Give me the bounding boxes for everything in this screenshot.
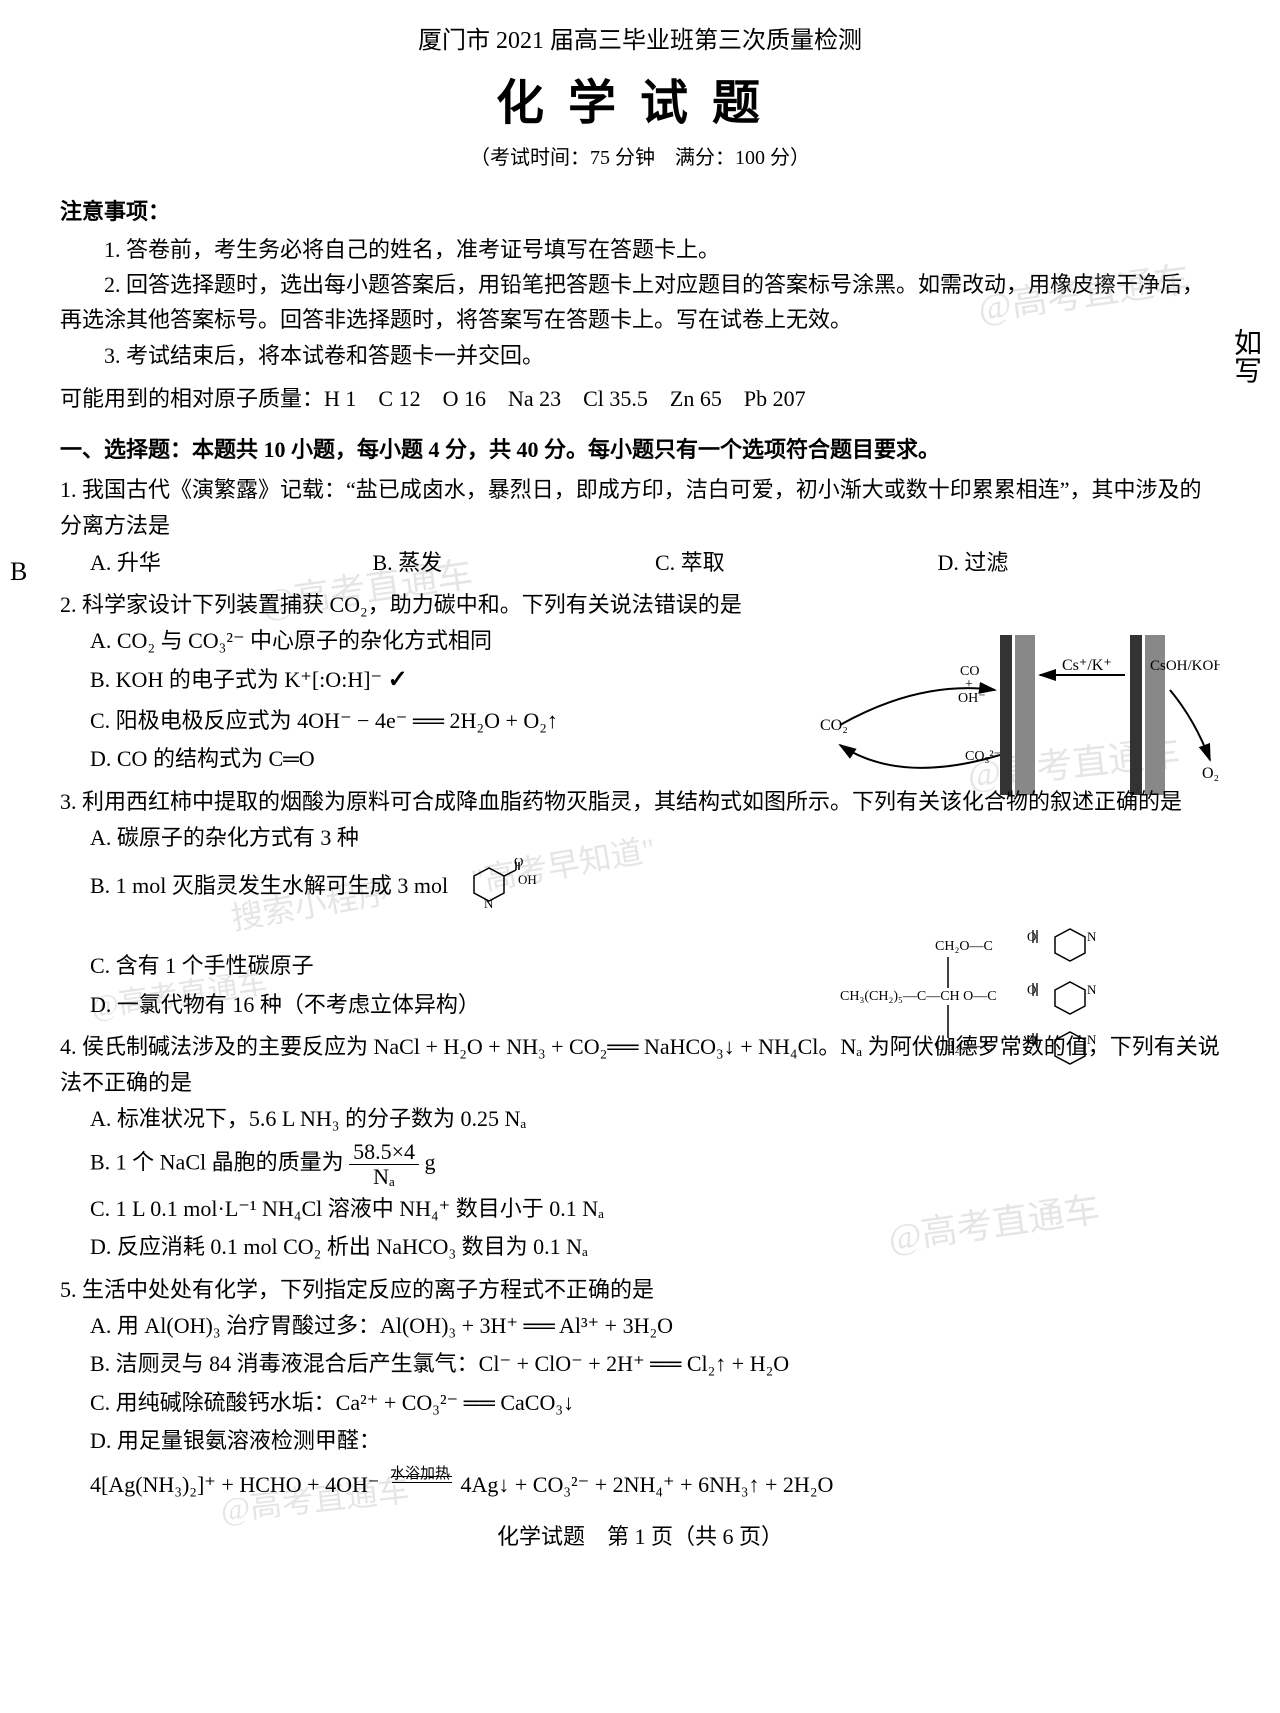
- page-title: 化学试题: [60, 63, 1220, 133]
- side-annotation: 如写: [1228, 328, 1262, 384]
- option-c: C. 含有 1 个手性碳原子: [90, 948, 820, 984]
- option-d: D. 一氯代物有 16 种（不考虑立体异构）: [90, 987, 820, 1023]
- instruction-item: 2. 回答选择题时，选出每小题答案后，用铅笔把答题卡上对应题目的答案标号涂黑。如…: [60, 267, 1220, 337]
- svg-text:+: +: [965, 677, 973, 692]
- question-5: 5. 生活中处处有化学，下列指定反应的离子方程式不正确的是 A. 用 Al(OH…: [60, 1272, 1220, 1504]
- svg-text:OH: OH: [518, 872, 537, 887]
- option-d: D. 过滤: [938, 545, 1221, 581]
- option-a: A. CO₂ 与 CO₃²⁻ 中心原子的杂化方式相同: [90, 623, 780, 659]
- option-a: A. 标准状况下，5.6 L NH₃ 的分子数为 0.25 Nₐ: [90, 1101, 1220, 1137]
- svg-text:CH₃(CH₂)₅—C—CH O—C: CH₃(CH₂)₅—C—CH O—C: [840, 989, 997, 1004]
- svg-text:N: N: [1087, 982, 1097, 997]
- instruction-item: 3. 考试结束后，将本试卷和答题卡一并交回。: [60, 338, 1220, 373]
- page-footer: 化学试题 第 1 页（共 6 页）: [60, 1519, 1220, 1551]
- diagram-label-o2: O₂: [1202, 765, 1219, 782]
- option-d: D. 反应消耗 0.1 mol CO₂ 析出 NaHCO₃ 数目为 0.1 Nₐ: [90, 1229, 1220, 1265]
- diagram-label-csk: Cs⁺/K⁺: [1062, 657, 1112, 674]
- question-4: 4. 侯氏制碱法涉及的主要反应为 NaCl + H₂O + NH₃ + CO₂═…: [60, 1029, 1220, 1266]
- option-a: A. 碳原子的杂化方式有 3 种: [90, 820, 820, 856]
- svg-text:O: O: [1027, 982, 1036, 997]
- exam-header: 厦门市 2021 届高三毕业班第三次质量检测: [60, 20, 1220, 55]
- instruction-item: 1. 答卷前，考生务必将自己的姓名，准考证号填写在答题卡上。: [60, 232, 1220, 267]
- option-a: A. 升华: [90, 545, 373, 581]
- margin-annotation: B: [10, 557, 27, 587]
- exam-subtitle: （考试时间：75 分钟 满分：100 分）: [60, 141, 1220, 170]
- question-text: 5. 生活中处处有化学，下列指定反应的离子方程式不正确的是: [60, 1277, 654, 1302]
- option-c: C. 1 L 0.1 mol·L⁻¹ NH₄Cl 溶液中 NH₄⁺ 数目小于 0…: [90, 1191, 1220, 1227]
- section-title: 一、选择题：本题共 10 小题，每小题 4 分，共 40 分。每小题只有一个选项…: [60, 432, 1220, 464]
- option-d-equation: 4[Ag(NH₃)₂]⁺ + HCHO + 4OH⁻ 水浴加热 4Ag↓ + C…: [90, 1467, 1220, 1503]
- question-text: 2. 科学家设计下列装置捕获 CO₂，助力碳中和。下列有关说法错误的是: [60, 592, 742, 617]
- svg-text:O: O: [1027, 929, 1036, 944]
- option-d: D. CO 的结构式为 C═O: [90, 741, 780, 777]
- option-b: B. 1 个 NaCl 晶胞的质量为 58.5×4 Nₐ g: [90, 1140, 1220, 1189]
- nicotinic-acid-icon: N O OH: [454, 858, 544, 918]
- option-d: D. 用足量银氨溶液检测甲醛：: [90, 1423, 1220, 1459]
- fraction: 58.5×4 Nₐ: [349, 1140, 419, 1189]
- question-text: 4. 侯氏制碱法涉及的主要反应为 NaCl + H₂O + NH₃ + CO₂═…: [60, 1034, 1220, 1095]
- diagram-label-oh: OH⁻: [958, 691, 986, 706]
- question-text: 1. 我国古代《演繁露》记载：“盐已成卤水，暴烈日，即成方印，洁白可爱，初小渐大…: [60, 477, 1202, 538]
- option-a: A. 用 Al(OH)₃ 治疗胃酸过多：Al(OH)₃ + 3H⁺ ══ Al³…: [90, 1308, 1220, 1344]
- svg-text:N: N: [484, 896, 494, 911]
- diagram-label-co2: CO₂: [820, 717, 848, 734]
- electrochemistry-diagram: CO₂ CO + OH⁻ CO₃²⁻ Cs⁺/K⁺ CsOH/KOH O₂: [800, 630, 1220, 800]
- notice-heading: 注意事项：: [60, 194, 1220, 226]
- option-b: B. KOH 的电子式为 K⁺[:O:H]⁻ ✓: [90, 661, 780, 701]
- option-c: C. 用纯碱除硫酸钙水垢：Ca²⁺ + CO₃²⁻ ══ CaCO₃↓: [90, 1385, 1220, 1421]
- svg-text:N: N: [1087, 929, 1097, 944]
- option-c: C. 萃取: [655, 545, 938, 581]
- question-1: 1. 我国古代《演繁露》记载：“盐已成卤水，暴烈日，即成方印，洁白可爱，初小渐大…: [60, 472, 1220, 581]
- svg-text:CH₂O—C: CH₂O—C: [935, 939, 993, 954]
- atomic-mass-info: 可能用到的相对原子质量：H 1 C 12 O 16 Na 23 Cl 35.5 …: [60, 381, 1220, 416]
- option-b: B. 洁厕灵与 84 消毒液混合后产生氯气：Cl⁻ + ClO⁻ + 2H⁺ ═…: [90, 1346, 1220, 1382]
- diagram-label-co3: CO₃²⁻: [965, 749, 1001, 764]
- option-b: B. 蒸发: [373, 545, 656, 581]
- checkmark-icon: ✓: [388, 661, 408, 701]
- diagram-label-csoh: CsOH/KOH: [1150, 658, 1220, 674]
- question-text: 3. 利用西红柿中提取的烟酸为原料可合成降血脂药物灭脂灵，其结构式如图所示。下列…: [60, 789, 1182, 814]
- option-b: B. 1 mol 灭脂灵发生水解可生成 3 mol N O OH: [90, 858, 820, 918]
